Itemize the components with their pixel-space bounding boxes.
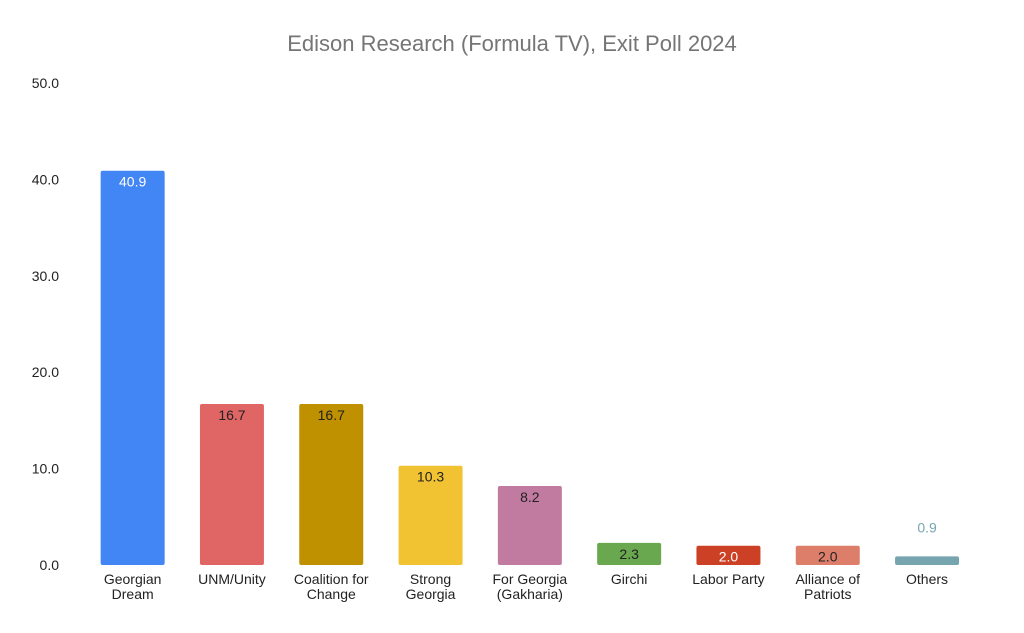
x-tick-label: Girchi bbox=[611, 571, 648, 587]
x-tick-label: Others bbox=[906, 571, 948, 587]
y-tick-label: 10.0 bbox=[32, 461, 59, 477]
bar bbox=[100, 170, 165, 565]
y-tick-label: 30.0 bbox=[32, 268, 59, 284]
data-label: 2.3 bbox=[619, 546, 639, 562]
x-tick-label-line: Coalition for bbox=[294, 571, 369, 587]
x-tick-label-line: Alliance of bbox=[795, 571, 860, 587]
y-tick-label: 40.0 bbox=[32, 171, 59, 187]
x-tick-label-line: Change bbox=[307, 586, 356, 602]
y-tick-label: 50.0 bbox=[32, 75, 59, 91]
x-axis: Georgian Dream UNM/Unity Coalition for Chang… bbox=[104, 571, 948, 602]
bar bbox=[895, 556, 960, 565]
data-label: 40.9 bbox=[119, 174, 146, 190]
y-axis: 0.0 10.0 20.0 30.0 40.0 50.0 bbox=[32, 75, 59, 573]
chart-title: Edison Research (Formula TV), Exit Poll … bbox=[287, 31, 737, 56]
x-tick-label-line: Labor Party bbox=[692, 571, 764, 587]
data-label: 16.7 bbox=[318, 407, 345, 423]
data-label: 10.3 bbox=[417, 469, 444, 485]
bar bbox=[795, 545, 860, 565]
x-tick-label-line: Patriots bbox=[804, 586, 851, 602]
x-tick-label: Strong Georgia bbox=[406, 571, 456, 602]
x-tick-label-line: For Georgia bbox=[492, 571, 567, 587]
x-tick-label-line: Georgian bbox=[104, 571, 162, 587]
data-label: 2.0 bbox=[818, 549, 838, 565]
x-tick-label-line: Dream bbox=[112, 586, 154, 602]
bar bbox=[597, 542, 662, 565]
x-tick-label-line: Strong bbox=[410, 571, 451, 587]
data-label: 16.7 bbox=[218, 407, 245, 423]
y-tick-label: 0.0 bbox=[40, 557, 60, 573]
data-label: 2.0 bbox=[719, 549, 739, 565]
data-label: 0.9 bbox=[917, 519, 937, 535]
x-tick-label-line: (Gakharia) bbox=[497, 586, 563, 602]
x-tick-label-line: Others bbox=[906, 571, 948, 587]
bars-group bbox=[100, 170, 960, 565]
x-tick-label-line: Georgia bbox=[406, 586, 456, 602]
x-tick-label: For Georgia (Gakharia) bbox=[492, 571, 567, 602]
bar bbox=[696, 545, 761, 565]
data-label: 8.2 bbox=[520, 489, 540, 505]
x-tick-label: Georgian Dream bbox=[104, 571, 162, 602]
bar bbox=[199, 404, 264, 565]
bar bbox=[497, 485, 562, 565]
x-tick-label: Alliance of Patriots bbox=[795, 571, 860, 602]
x-tick-label: Coalition for Change bbox=[294, 571, 369, 602]
bar bbox=[299, 404, 364, 565]
x-tick-label: Labor Party bbox=[692, 571, 764, 587]
x-tick-label-line: UNM/Unity bbox=[198, 571, 266, 587]
data-labels-group: 40.9 16.7 16.7 10.3 8.2 2.3 2.0 2.0 0.9 bbox=[119, 174, 937, 565]
bar bbox=[398, 465, 463, 565]
y-tick-label: 20.0 bbox=[32, 364, 59, 380]
x-tick-label: UNM/Unity bbox=[198, 571, 266, 587]
x-tick-label-line: Girchi bbox=[611, 571, 648, 587]
